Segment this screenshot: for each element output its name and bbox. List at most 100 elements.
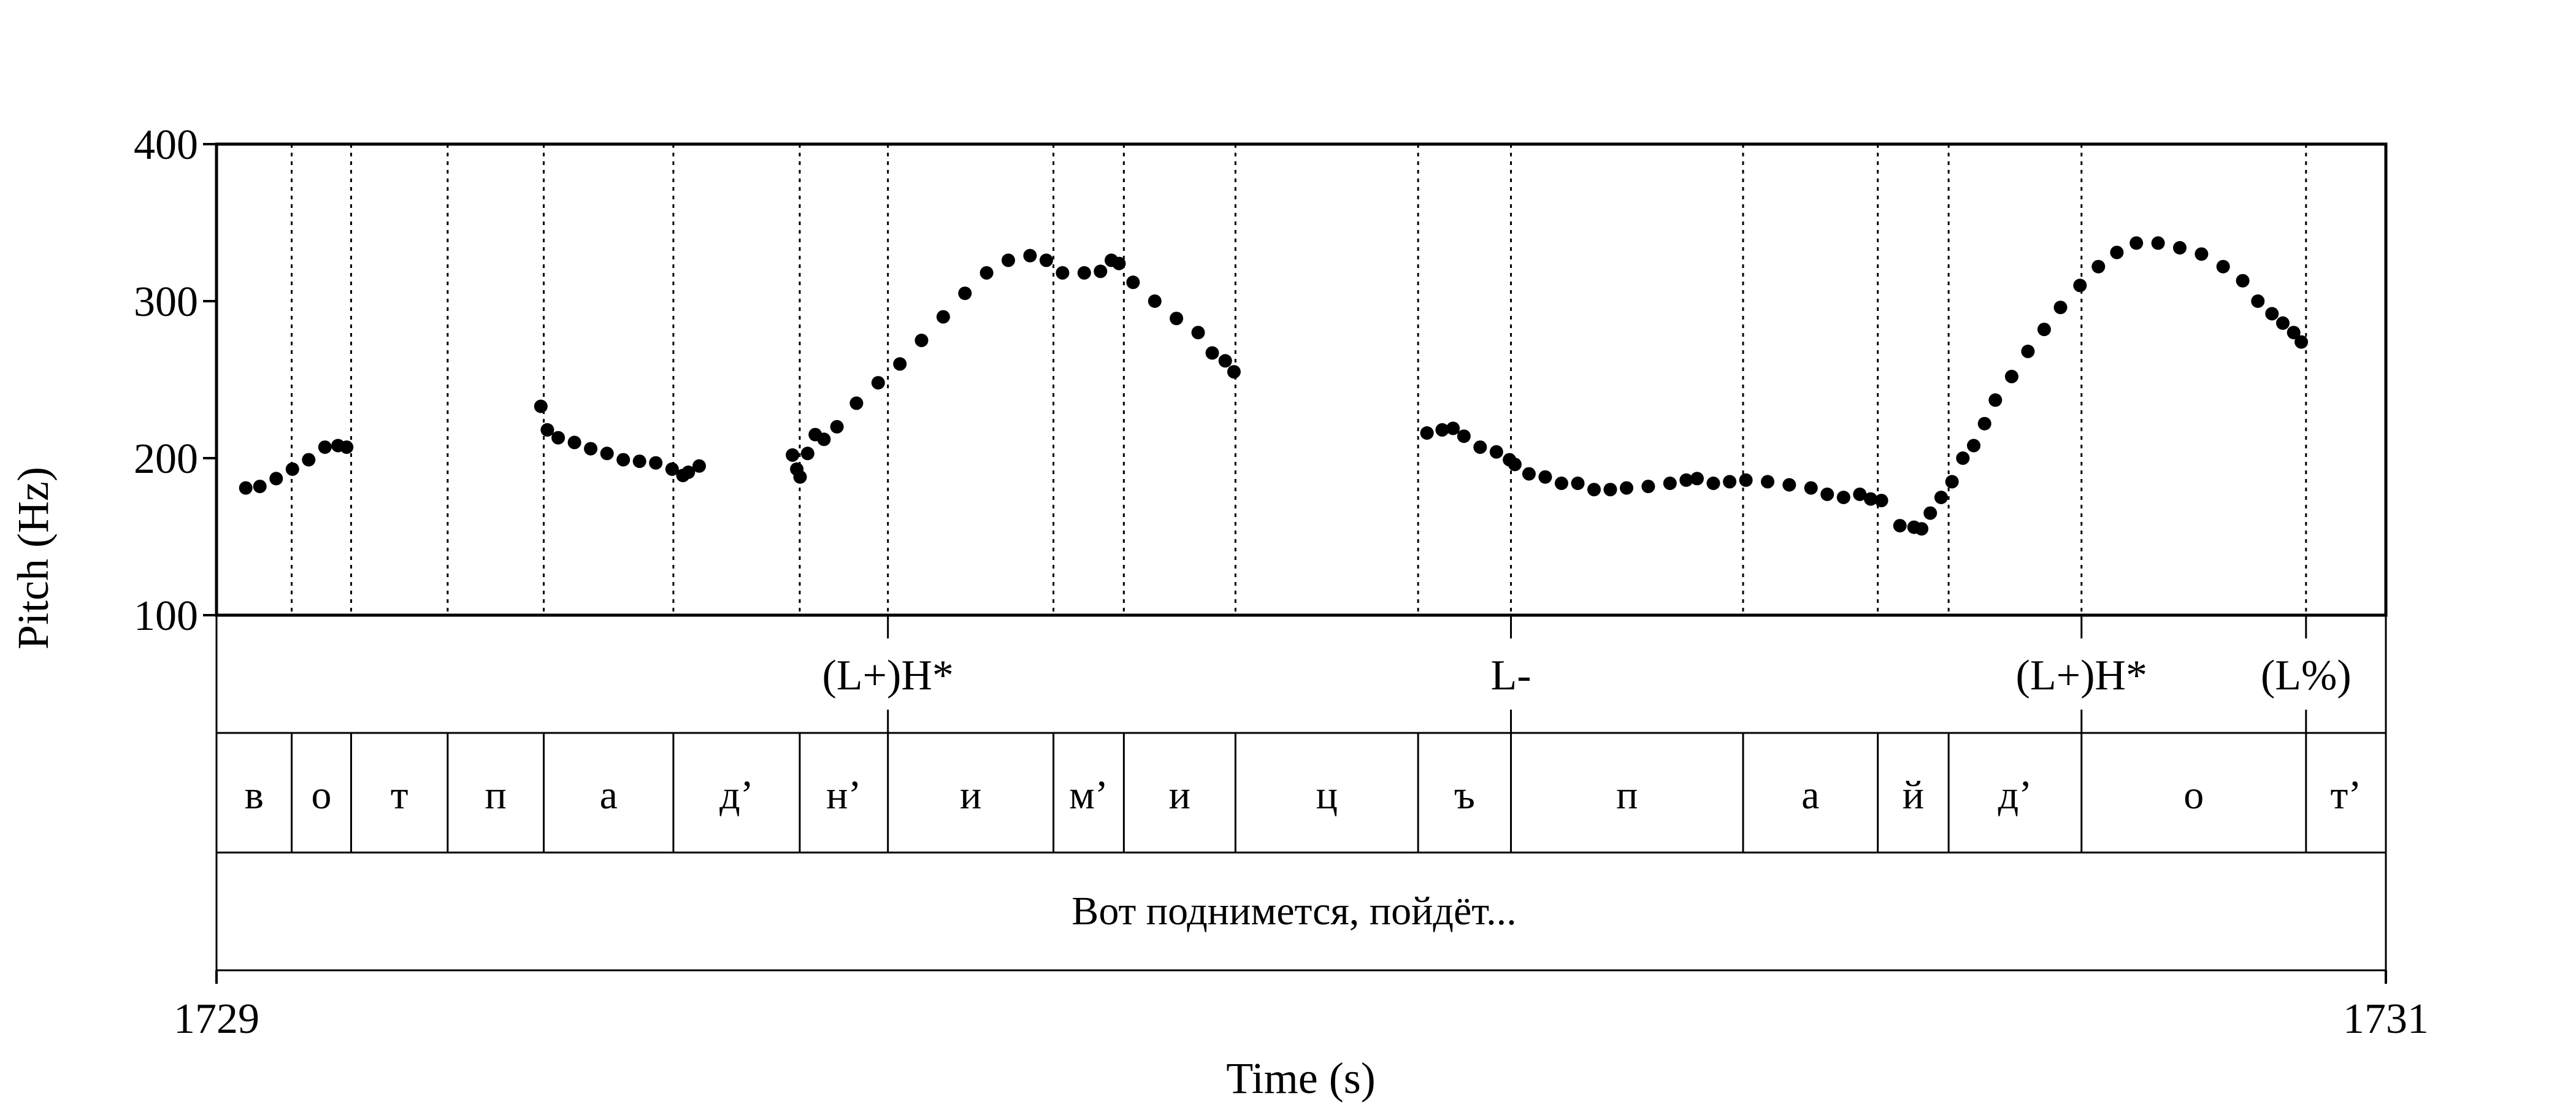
y-axis: 100 200 300 400 xyxy=(134,121,217,640)
pitch-point xyxy=(1126,275,1140,289)
pitch-point xyxy=(1945,475,1959,489)
segment-label: д’ xyxy=(719,773,754,818)
pitch-point xyxy=(1804,481,1818,495)
pitch-point xyxy=(1218,354,1232,368)
pitch-point xyxy=(1836,491,1850,504)
pitch-point xyxy=(2021,344,2035,358)
pitch-panel-frame xyxy=(215,142,2388,617)
x-axis: 1729 1731 xyxy=(174,970,2429,1043)
tone-label: (L+)H* xyxy=(2016,652,2147,699)
pitch-point xyxy=(2053,301,2068,315)
pitch-point xyxy=(2216,259,2230,274)
pitch-point xyxy=(692,459,706,473)
pitch-point xyxy=(1587,483,1601,497)
pitch-point xyxy=(1761,475,1774,489)
pitch-point xyxy=(649,456,663,470)
pitch-point xyxy=(1723,475,1737,489)
pitch-point xyxy=(914,334,929,347)
pitch-point xyxy=(1473,440,1487,454)
pitch-point xyxy=(1056,266,1070,280)
annotation-tiers: (L+)H* L- (L+)H* (L%) в о т п а д’ н’ и м’ и ц ъ п а й д’ о т… xyxy=(245,615,2362,853)
pitch-point xyxy=(2004,369,2018,383)
segment-label: т xyxy=(391,773,408,818)
pitch-point xyxy=(1782,478,1796,492)
pitch-point xyxy=(1663,477,1677,490)
segment-tier-frame xyxy=(215,732,2387,854)
pitch-point xyxy=(567,435,581,450)
segment-label: о xyxy=(312,773,332,818)
pitch-point xyxy=(665,462,679,476)
segment-label: в xyxy=(245,773,264,818)
segment-label: а xyxy=(600,773,618,818)
segment-label: д’ xyxy=(1998,773,2033,818)
segment-label: п xyxy=(485,773,507,818)
pitch-point xyxy=(1094,264,1108,278)
pitch-point xyxy=(1967,439,1980,453)
pitch-point xyxy=(2151,236,2165,250)
pitch-point xyxy=(1893,519,1907,533)
pitch-point xyxy=(2276,316,2290,330)
pitch-point xyxy=(681,466,696,479)
pitch-point xyxy=(800,447,815,461)
pitch-point xyxy=(1571,477,1585,490)
sentence-tier-frame xyxy=(215,851,2387,972)
segment-label: т’ xyxy=(2331,773,2362,818)
tone-label: (L+)H* xyxy=(822,652,953,699)
pitch-point xyxy=(551,431,565,445)
pitch-point xyxy=(1641,480,1655,494)
x-tick-label: 1731 xyxy=(2343,995,2429,1043)
pitch-point xyxy=(1457,429,1471,443)
segment-label: ц xyxy=(1316,773,1338,818)
pitch-point xyxy=(2110,245,2124,259)
y-tick-label: 400 xyxy=(134,121,198,169)
x-tick-label: 1729 xyxy=(174,995,259,1043)
segment-boundary-guides xyxy=(291,144,2307,615)
pitch-point xyxy=(1977,416,1991,431)
pitch-point xyxy=(1112,256,1126,270)
pitch-point xyxy=(958,286,972,301)
pitch-point xyxy=(1679,473,1693,487)
pitch-point xyxy=(1538,470,1552,484)
segment-label: ъ xyxy=(1454,773,1475,818)
pitch-point xyxy=(2265,307,2279,321)
pitch-point xyxy=(793,470,807,484)
pitch-point xyxy=(1923,506,1938,520)
pitch-point xyxy=(1706,477,1720,490)
pitch-point xyxy=(1002,253,1015,267)
pitch-point xyxy=(893,357,907,371)
pitch-point xyxy=(1023,248,1037,263)
pitch-point xyxy=(253,480,267,494)
x-axis-label: Time (s) xyxy=(1226,1054,1375,1103)
segment-label: и xyxy=(1169,773,1190,818)
pitch-point xyxy=(2294,335,2309,349)
pitch-points xyxy=(239,236,2309,536)
pitch-point xyxy=(1205,346,1219,360)
pitch-point xyxy=(340,440,354,454)
pitch-point xyxy=(2251,294,2265,308)
sentence-label: Вот поднимется, пойдёт... xyxy=(1071,889,1516,933)
pitch-point xyxy=(1820,487,1834,501)
tone-label: (L%) xyxy=(2261,652,2352,699)
pitch-point xyxy=(1227,365,1241,379)
pitch-point xyxy=(786,448,800,462)
segment-label: и xyxy=(960,773,981,818)
segment-label: м’ xyxy=(1069,773,1108,818)
pitch-point xyxy=(2091,259,2106,274)
pitch-point xyxy=(871,376,885,390)
pitch-point xyxy=(1148,294,1162,308)
pitch-point xyxy=(632,454,646,469)
y-axis-label: Pitch (Hz) xyxy=(9,467,58,650)
pitch-point xyxy=(239,481,253,495)
segment-label: й xyxy=(1903,773,1924,818)
pitch-point xyxy=(1603,483,1617,497)
pitch-point xyxy=(540,423,554,437)
pitch-point xyxy=(1956,451,1970,465)
segment-label: о xyxy=(2183,773,2204,818)
pitch-point xyxy=(1620,481,1633,495)
segment-label: а xyxy=(1801,773,1819,818)
pitch-point xyxy=(1435,423,1449,437)
pitch-point xyxy=(2195,247,2209,261)
y-tick-label: 300 xyxy=(134,278,198,326)
pitch-point xyxy=(584,442,598,456)
